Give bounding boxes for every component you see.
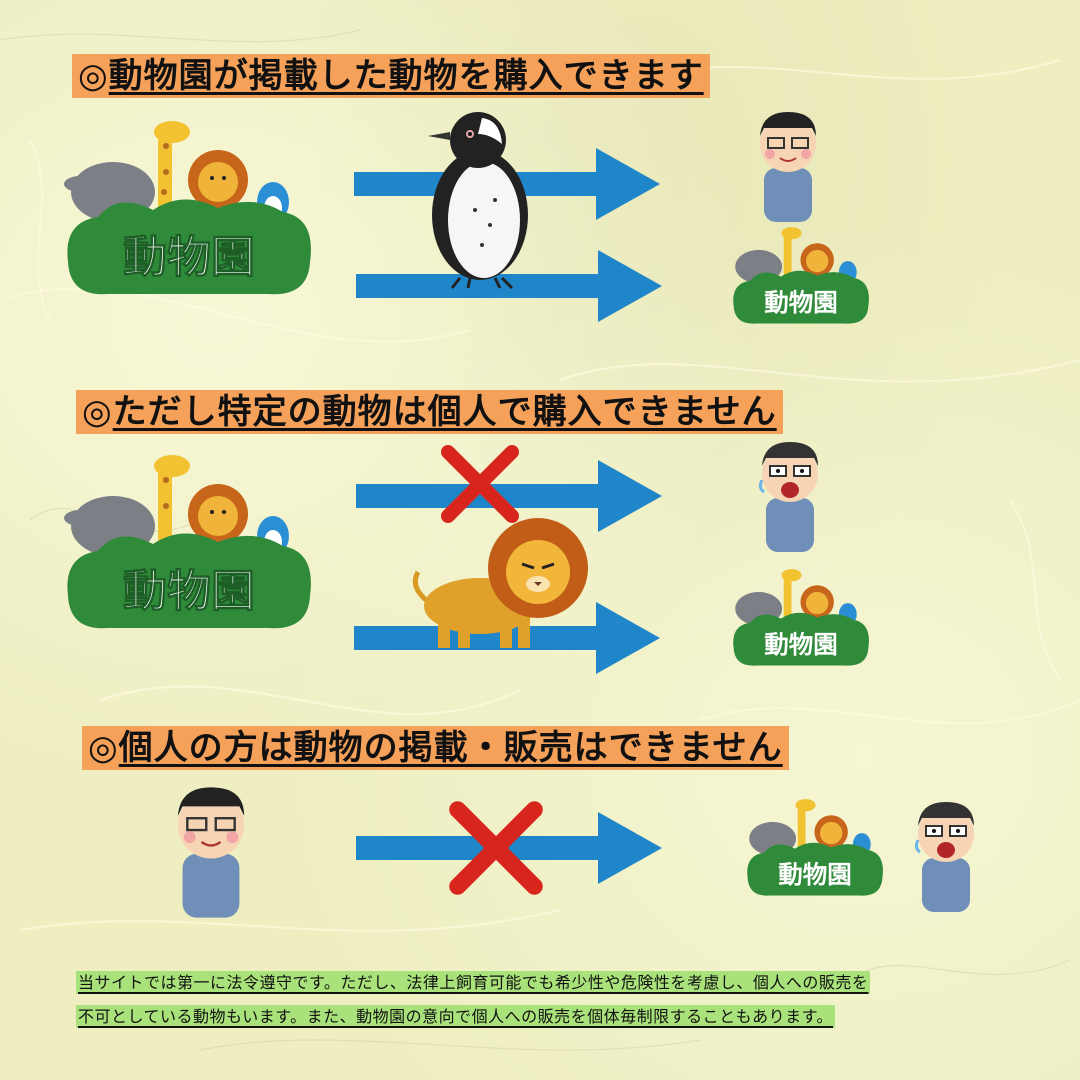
footnote-line-1: 当サイトでは第一に法令遵守です。ただし、法律上飼育可能でも希少性や危険性を考慮し…: [76, 971, 871, 994]
double-circle-mark: ◎: [78, 56, 109, 96]
cross-mark-icon: [449, 801, 543, 895]
penguin-icon: [428, 112, 528, 290]
zoo-sign-label: 動物園: [123, 566, 255, 617]
zoo-sign-icon: 動物園: [64, 121, 311, 295]
zoo-sign-icon: 動物園: [733, 227, 869, 324]
heading-text: ただし特定の動物は個人で購入できません: [112, 392, 777, 432]
heading-text: 個人の方は動物の掲載・販売はできません: [118, 728, 783, 768]
zoo-sign-label: 動物園: [764, 288, 838, 317]
footnote-line-2: 不可としている動物もいます。また、動物園の意向で個人への販売を個体毎制限すること…: [76, 1005, 836, 1028]
heading-text: 動物園が掲載した動物を購入できます: [108, 56, 704, 96]
person-happy-icon: [760, 112, 816, 222]
footnote: 当サイトでは第一に法令遵守です。ただし、法律上飼育可能でも希少性や危険性を考慮し…: [76, 968, 1036, 1032]
person-shocked-icon: [914, 802, 974, 912]
zoo-sign-icon: 動物園: [64, 455, 311, 629]
zoo-sign-icon: 動物園: [733, 569, 869, 666]
double-circle-mark: ◎: [82, 392, 113, 432]
heading-individual-not-allowed: ◎個人の方は動物の掲載・販売はできません: [82, 726, 789, 770]
right-arrow-icon: [356, 460, 662, 532]
right-arrow-icon: [356, 812, 662, 884]
zoo-sign-icon: 動物園: [747, 799, 883, 896]
zoo-sign-label: 動物園: [764, 630, 838, 659]
heading-purchase-allowed: ◎動物園が掲載した動物を購入できます: [72, 54, 710, 98]
heading-restricted-animals: ◎ただし特定の動物は個人で購入できません: [76, 390, 783, 434]
zoo-sign-label: 動物園: [123, 232, 255, 283]
person-shocked-icon: [758, 442, 818, 552]
cross-mark-icon: [441, 445, 519, 523]
lion-icon: [412, 518, 588, 648]
person-happy-icon: [177, 787, 245, 918]
zoo-sign-label: 動物園: [778, 860, 852, 889]
double-circle-mark: ◎: [88, 728, 119, 768]
